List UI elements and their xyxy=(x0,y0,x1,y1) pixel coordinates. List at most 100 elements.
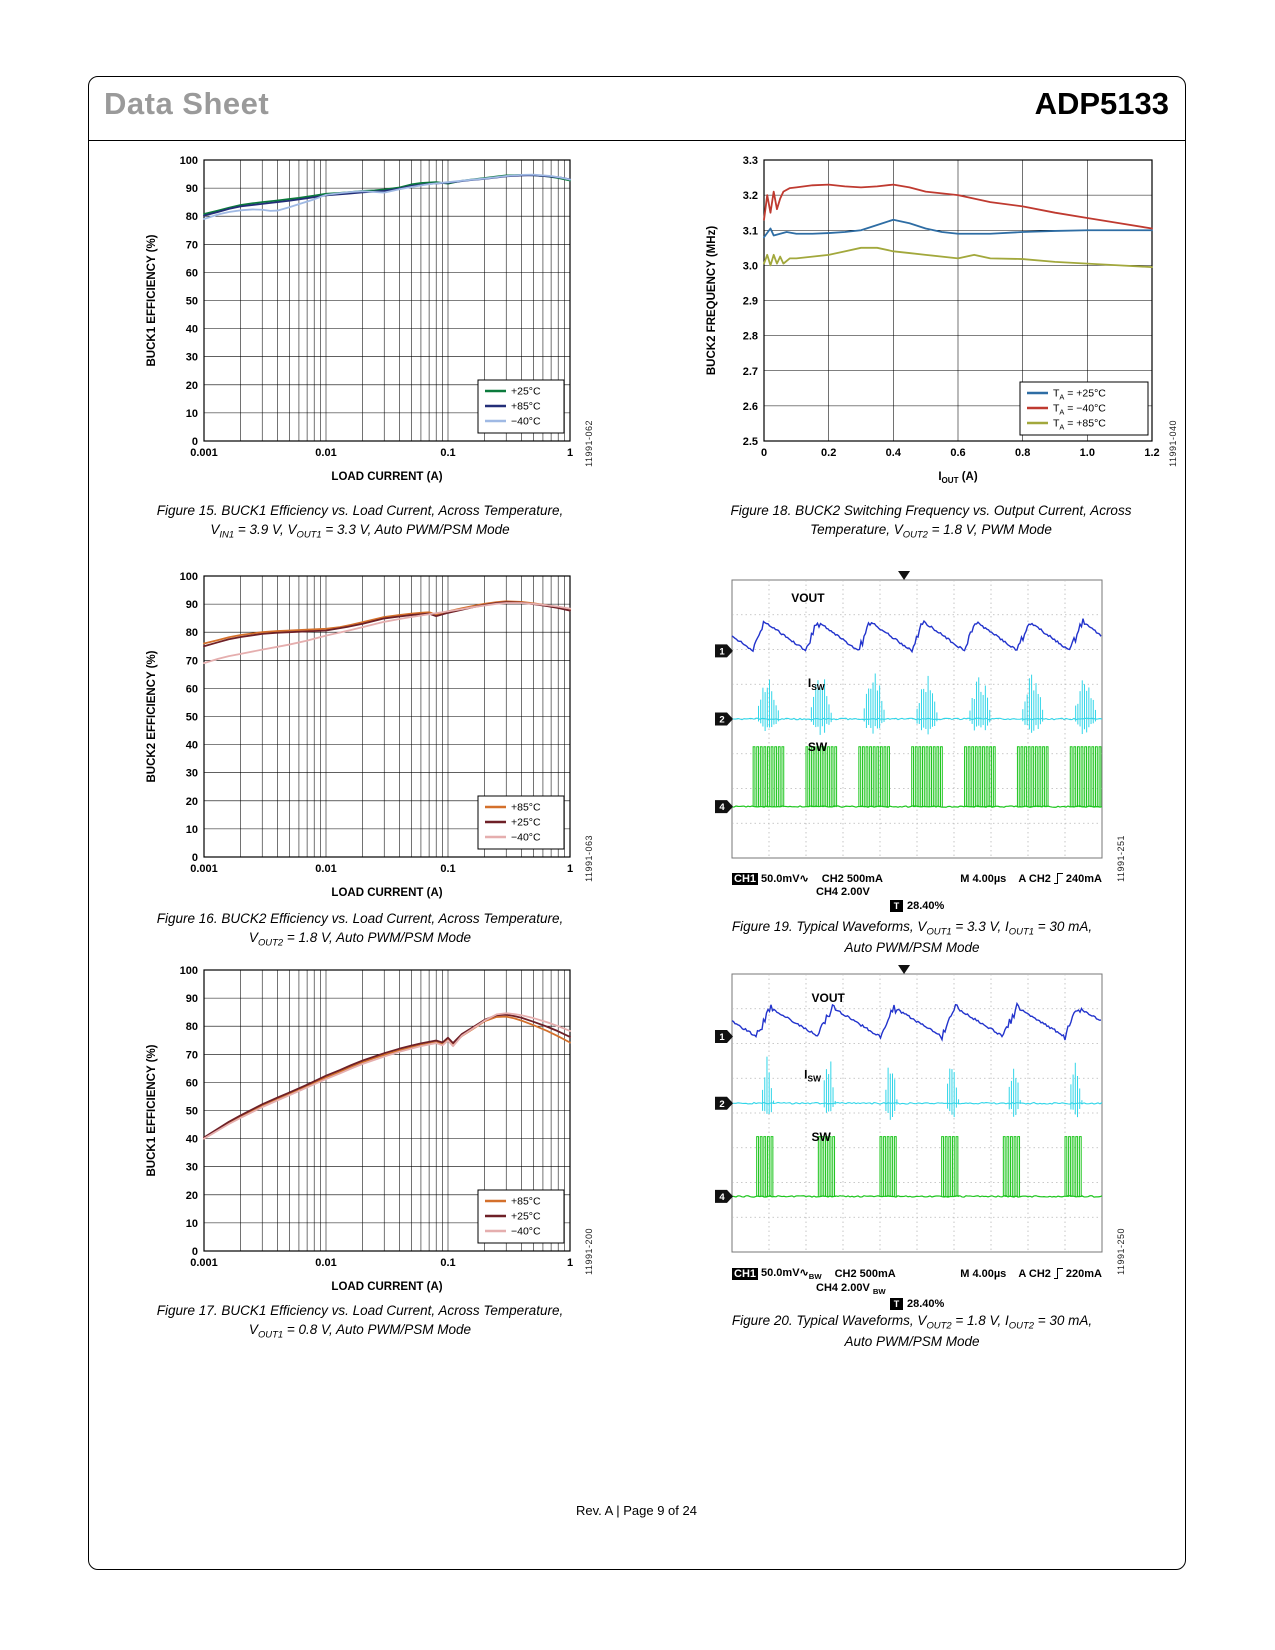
figure19-caption: Figure 19. Typical Waveforms, VOUT1 = 3.… xyxy=(712,918,1112,958)
trigger-level: 240mA xyxy=(1065,872,1102,885)
figure20-readout: CH1 50.0mV∿BW CH2 500mA M 4.00µs A CH2 2… xyxy=(732,1266,1102,1311)
svg-text:60: 60 xyxy=(186,1077,198,1089)
figure18-caption: Figure 18. BUCK2 Switching Frequency vs.… xyxy=(700,502,1162,542)
timebase: M 4.00µs xyxy=(960,1267,1007,1280)
svg-text:LOAD CURRENT (A): LOAD CURRENT (A) xyxy=(331,1281,442,1293)
caption-line: Figure 18. BUCK2 Switching Frequency vs.… xyxy=(730,503,1132,518)
trigger-position: 28.40% xyxy=(907,900,945,912)
scope-readout-row1: CH1 50.0mV∿ CH2 500mA M 4.00µs A CH2 240… xyxy=(732,872,1102,885)
figure18-chart: 0 0.2 0.4 0.6 0.8 1.0 1.2 2.5 2.6 2.7 2.8 2.9 3.0 3.1… xyxy=(700,152,1162,487)
figure19-code: 11991-251 xyxy=(1116,835,1126,882)
scope-readout-row3: T 28.40% xyxy=(890,900,1102,912)
figure16-chart: 0.001 0.01 0.1 1 0 10 20 30 40 50 60 70 80 90 100 LOAD … xyxy=(140,568,580,903)
svg-text:SW: SW xyxy=(808,740,828,754)
svg-text:4: 4 xyxy=(719,1192,725,1203)
figure17-chart: 0.001 0.01 0.1 1 0 10 20 30 40 50 60 70 80 90 100 LOAD … xyxy=(140,962,580,1297)
figure18-code: 11991-040 xyxy=(1168,420,1178,467)
scope-readout-row1: CH1 50.0mV∿BW CH2 500mA M 4.00µs A CH2 2… xyxy=(732,1266,1102,1281)
trigger-position-icon: T xyxy=(890,1298,903,1311)
svg-text:0: 0 xyxy=(192,1246,198,1258)
svg-text:3.3: 3.3 xyxy=(743,155,758,167)
figure20-code: 11991-250 xyxy=(1116,1228,1126,1275)
svg-text:+85°C: +85°C xyxy=(511,401,541,413)
svg-text:10: 10 xyxy=(186,408,198,420)
svg-text:BUCK2 FREQUENCY (MHz): BUCK2 FREQUENCY (MHz) xyxy=(706,226,718,375)
caption-line: Auto PWM/PSM Mode xyxy=(844,939,980,955)
page-footer: Rev. A | Page 9 of 24 xyxy=(576,1503,697,1518)
svg-text:0: 0 xyxy=(192,852,198,864)
svg-text:0.1: 0.1 xyxy=(440,863,455,875)
timebase-trigger-readout: M 4.00µs A CH2 220mA xyxy=(960,1268,1102,1280)
svg-text:VOUT: VOUT xyxy=(791,591,825,605)
page-header: Data Sheet ADP5133 xyxy=(104,86,1169,122)
svg-text:100: 100 xyxy=(180,571,198,583)
svg-text:TA = +85°C: TA = +85°C xyxy=(1053,418,1106,432)
caption-line: Auto PWM/PSM Mode xyxy=(844,1333,980,1349)
svg-text:2.5: 2.5 xyxy=(743,436,758,448)
svg-text:60: 60 xyxy=(186,683,198,695)
svg-text:−40°C: −40°C xyxy=(511,1226,541,1238)
header-divider xyxy=(88,140,1185,141)
trigger-readout: A CH2 220mA xyxy=(1018,1268,1102,1280)
figure15-caption: Figure 15. BUCK1 Efficiency vs. Load Cur… xyxy=(140,502,580,542)
svg-text:0: 0 xyxy=(761,447,767,459)
caption-line: Figure 15. BUCK1 Efficiency vs. Load Cur… xyxy=(156,503,564,518)
svg-text:1: 1 xyxy=(567,1257,573,1269)
svg-text:VOUT: VOUT xyxy=(812,991,846,1005)
svg-text:1: 1 xyxy=(567,863,573,875)
svg-text:100: 100 xyxy=(180,155,198,167)
scope-readout-row3: T 28.40% xyxy=(890,1298,1102,1311)
trigger-readout: A CH2 240mA xyxy=(1018,873,1102,885)
timebase: M 4.00µs xyxy=(960,872,1007,885)
svg-text:50: 50 xyxy=(186,1106,198,1118)
svg-text:1: 1 xyxy=(719,646,725,657)
svg-text:40: 40 xyxy=(186,1134,198,1146)
svg-text:80: 80 xyxy=(186,1021,198,1033)
svg-text:0.1: 0.1 xyxy=(440,447,455,459)
svg-text:80: 80 xyxy=(186,627,198,639)
svg-text:70: 70 xyxy=(186,239,198,251)
svg-text:2.8: 2.8 xyxy=(743,331,758,343)
ch1-scale: 50.0mV∿ xyxy=(761,873,809,885)
svg-text:3.1: 3.1 xyxy=(743,225,758,237)
svg-text:40: 40 xyxy=(186,324,198,336)
trigger-level: 220mA xyxy=(1065,1267,1102,1280)
svg-text:0.6: 0.6 xyxy=(950,447,965,459)
svg-text:1.0: 1.0 xyxy=(1080,447,1095,459)
svg-text:30: 30 xyxy=(186,1162,198,1174)
ch1-scale: 50.0mV∿BW xyxy=(761,1267,822,1282)
svg-text:−40°C: −40°C xyxy=(511,416,541,428)
ch2-scale: CH2 500mA xyxy=(834,1267,896,1280)
svg-text:0.2: 0.2 xyxy=(821,447,836,459)
svg-text:60: 60 xyxy=(186,267,198,279)
svg-text:BUCK1 EFFICIENCY (%): BUCK1 EFFICIENCY (%) xyxy=(146,1044,158,1176)
trigger-source: A CH2 xyxy=(1018,1267,1051,1280)
svg-text:TA = −40°C: TA = −40°C xyxy=(1053,403,1106,417)
svg-text:LOAD CURRENT (A): LOAD CURRENT (A) xyxy=(331,887,442,899)
caption-line: VOUT2 = 1.8 V, Auto PWM/PSM Mode xyxy=(248,929,472,949)
svg-text:4: 4 xyxy=(719,802,725,813)
svg-text:2.7: 2.7 xyxy=(743,366,758,378)
caption-line: Figure 20. Typical Waveforms, VOUT2 = 1.… xyxy=(731,1313,1093,1332)
svg-text:90: 90 xyxy=(186,599,198,611)
figure20-caption: Figure 20. Typical Waveforms, VOUT2 = 1.… xyxy=(712,1312,1112,1352)
svg-text:70: 70 xyxy=(186,1049,198,1061)
svg-text:70: 70 xyxy=(186,655,198,667)
svg-text:0.01: 0.01 xyxy=(315,863,336,875)
caption-line: Figure 16. BUCK2 Efficiency vs. Load Cur… xyxy=(156,911,564,926)
figure15-chart: 0.001 0.01 0.1 1 0 10 20 30 40 50 60 70 80 90 100 LOAD … xyxy=(140,152,580,487)
svg-text:+85°C: +85°C xyxy=(511,802,541,814)
svg-text:0.8: 0.8 xyxy=(1015,447,1030,459)
svg-text:1.2: 1.2 xyxy=(1144,447,1159,459)
svg-text:50: 50 xyxy=(186,296,198,308)
svg-text:0.001: 0.001 xyxy=(190,447,218,459)
figure19-readout: CH1 50.0mV∿ CH2 500mA M 4.00µs A CH2 240… xyxy=(732,872,1102,912)
svg-text:2: 2 xyxy=(719,715,724,726)
trigger-position-icon: T xyxy=(890,900,903,912)
ch1-readout: CH1 50.0mV∿ xyxy=(732,872,809,885)
svg-text:2.6: 2.6 xyxy=(743,401,758,413)
rising-edge-icon xyxy=(1053,873,1063,884)
svg-text:30: 30 xyxy=(186,352,198,364)
svg-text:90: 90 xyxy=(186,183,198,195)
